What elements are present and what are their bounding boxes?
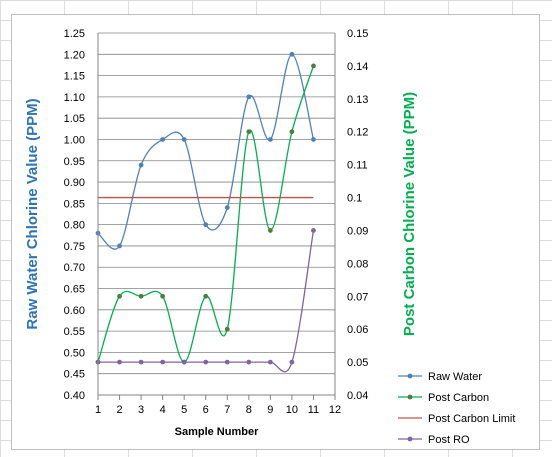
data-point xyxy=(181,137,187,142)
x-tick-label: 10 xyxy=(286,404,298,416)
y-tick-label-right: 0.13 xyxy=(347,94,368,106)
y-tick-label-left: 0.80 xyxy=(64,220,85,232)
y-tick-label-left: 0.50 xyxy=(64,347,85,359)
data-point xyxy=(203,359,209,365)
data-point xyxy=(246,94,252,100)
data-point xyxy=(117,359,122,365)
x-axis-title: Sample Number xyxy=(175,426,259,438)
data-point xyxy=(138,293,144,299)
y-tick-label-right: 0.14 xyxy=(347,61,368,73)
data-point xyxy=(181,359,187,365)
y-tick-label-right: 0.08 xyxy=(347,258,368,270)
legend-label: Post Carbon xyxy=(428,392,489,404)
legend-item-post-carbon-limit: Post Carbon Limit xyxy=(398,413,515,425)
data-point xyxy=(311,228,316,233)
y-tick-label-right: 0.05 xyxy=(347,357,368,369)
series-line xyxy=(97,230,315,373)
data-point xyxy=(289,359,295,365)
y-axis-title-right: Post Carbon Chlorine Value (PPM) xyxy=(401,92,418,336)
series-line xyxy=(97,53,315,250)
data-point xyxy=(138,162,144,168)
y-tick-label-left: 0.70 xyxy=(64,262,85,274)
data-point xyxy=(289,51,295,57)
y-tick-label-left: 0.90 xyxy=(64,177,85,189)
axes: 0.40 0.45 0.50 0.55 0.60 0.65 0.70 0.75 0.80 0.85… xyxy=(64,28,369,416)
combo-line-chart: 0.40 0.45 0.50 0.55 0.60 0.65 0.70 0.75 0.80 0.85… xyxy=(24,28,515,446)
y-tick-label-left: 1.05 xyxy=(64,113,85,125)
legend-marker xyxy=(407,394,413,400)
legend-marker xyxy=(407,436,413,442)
y-tick-label-left: 0.40 xyxy=(64,390,85,402)
data-point xyxy=(267,137,273,142)
x-tick-label: 5 xyxy=(181,404,187,416)
data-point xyxy=(311,137,316,142)
series-line xyxy=(97,65,315,363)
x-tick-label: 11 xyxy=(308,404,319,416)
chart-area[interactable]: 0.40 0.45 0.50 0.55 0.60 0.65 0.70 0.75 0.80 0.85… xyxy=(11,14,540,450)
legend: Raw Water Post Carbon Post Carbon Limit Pos… xyxy=(398,371,515,446)
x-tick-label: 1 xyxy=(95,404,101,416)
data-point xyxy=(267,359,273,365)
y-tick-label-right: 0.15 xyxy=(347,28,368,40)
series-post-ro xyxy=(95,228,316,373)
data-point xyxy=(224,326,230,332)
legend-item-raw-water: Raw Water xyxy=(398,371,482,383)
data-point xyxy=(224,359,230,365)
x-tick-label: 12 xyxy=(329,404,341,416)
data-point xyxy=(224,205,230,211)
data-point xyxy=(160,359,166,365)
legend-marker xyxy=(407,373,413,379)
data-point xyxy=(138,359,144,365)
y-tick-label-left: 0.45 xyxy=(64,369,85,381)
y-tick-label-left: 0.95 xyxy=(64,156,85,168)
y-tick-label-left: 1.15 xyxy=(64,71,85,83)
y-tick-label-right: 0.06 xyxy=(347,324,368,336)
y-tick-label-left: 0.65 xyxy=(64,284,85,296)
x-tick-label: 8 xyxy=(246,404,252,416)
y-tick-label-right: 0.1 xyxy=(347,193,362,205)
data-point xyxy=(160,137,166,142)
y-tick-label-left: 0.55 xyxy=(64,326,85,338)
y-tick-label-left: 1.10 xyxy=(64,92,85,104)
y-tick-label-right: 0.04 xyxy=(347,390,368,402)
data-point xyxy=(117,243,122,249)
legend-label: Raw Water xyxy=(428,371,482,383)
data-point xyxy=(246,359,252,365)
series-raw-water xyxy=(95,51,316,250)
y-tick-label-right: 0.09 xyxy=(347,225,368,237)
y-tick-label-left: 0.85 xyxy=(64,198,85,210)
data-point xyxy=(267,228,273,233)
x-tick-label: 7 xyxy=(224,404,230,416)
y-tick-label-left: 0.75 xyxy=(64,241,85,253)
series-layer xyxy=(95,51,316,373)
data-point xyxy=(289,129,295,135)
y-tick-label-right: 0.12 xyxy=(347,127,368,139)
data-point xyxy=(246,129,252,135)
legend-label: Post Carbon Limit xyxy=(428,413,515,425)
y-tick-label-left: 1.20 xyxy=(64,49,85,61)
y-tick-label-right: 0.07 xyxy=(347,291,368,303)
x-tick-label: 3 xyxy=(138,404,144,416)
x-tick-label: 2 xyxy=(116,404,122,416)
legend-label: Post RO xyxy=(428,434,470,446)
y-tick-label-left: 1.00 xyxy=(64,134,85,146)
x-tick-label: 9 xyxy=(267,404,273,416)
gridlines xyxy=(98,32,335,396)
data-point xyxy=(117,293,122,299)
y-tick-label-right: 0.11 xyxy=(347,160,368,172)
data-point xyxy=(311,63,316,69)
legend-item-post-carbon: Post Carbon xyxy=(398,392,489,404)
x-tick-label: 6 xyxy=(203,404,209,416)
y-tick-label-left: 0.60 xyxy=(64,305,85,317)
y-axis-title-left: Raw Water Chlorine Value (PPM) xyxy=(24,98,41,329)
data-point xyxy=(203,293,209,299)
x-tick-label: 4 xyxy=(160,404,166,416)
y-tick-label-left: 1.25 xyxy=(64,28,85,40)
data-point xyxy=(160,293,166,299)
legend-item-post-ro: Post RO xyxy=(398,434,470,446)
data-point xyxy=(203,222,209,228)
